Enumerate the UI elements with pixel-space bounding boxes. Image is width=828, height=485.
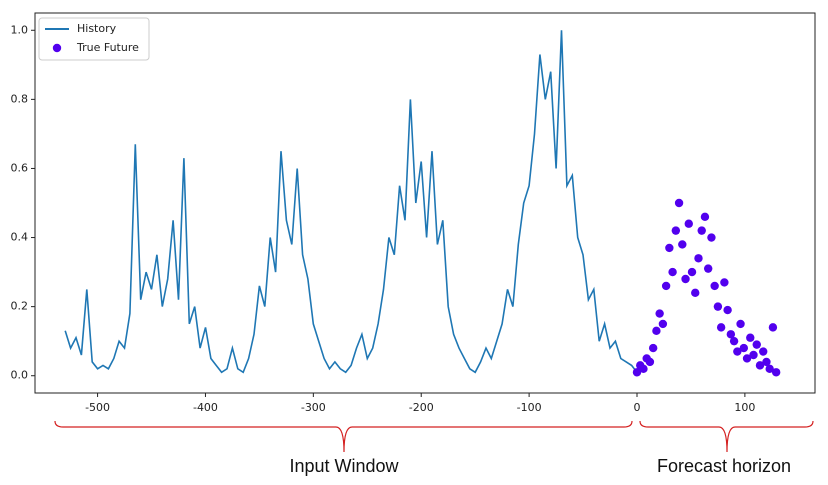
future-point bbox=[665, 243, 674, 253]
future-point bbox=[707, 233, 716, 242]
future-point bbox=[729, 336, 739, 346]
future-point bbox=[697, 226, 706, 235]
x-tick-label: -100 bbox=[517, 401, 542, 414]
future-point bbox=[655, 309, 664, 318]
future-point bbox=[674, 198, 684, 208]
future-point bbox=[639, 364, 648, 374]
future-point bbox=[713, 302, 723, 311]
x-tick-label: 100 bbox=[734, 401, 755, 414]
y-tick-label: 0.8 bbox=[11, 92, 29, 105]
future-point bbox=[716, 323, 726, 332]
future-point bbox=[652, 326, 661, 336]
y-tick-label: 1.0 bbox=[11, 23, 29, 36]
legend: History True Future bbox=[38, 17, 150, 61]
future-point bbox=[684, 219, 693, 228]
future-point bbox=[687, 267, 697, 277]
future-point bbox=[661, 281, 671, 291]
future-point bbox=[755, 361, 765, 370]
future-point bbox=[768, 323, 778, 332]
future-point bbox=[739, 343, 748, 353]
future-point bbox=[765, 364, 774, 374]
future-point bbox=[632, 368, 642, 377]
future-point bbox=[671, 226, 681, 235]
future-point bbox=[771, 368, 781, 377]
annotation: Forecast horizon bbox=[657, 456, 791, 476]
y-tick-label: 0.0 bbox=[11, 369, 29, 382]
future-point bbox=[726, 330, 736, 339]
future-point bbox=[694, 254, 703, 263]
future-point bbox=[658, 319, 668, 329]
x-tick-label: -500 bbox=[85, 401, 110, 414]
x-tick-label: 0 bbox=[633, 401, 640, 414]
future-point bbox=[723, 305, 732, 315]
future-point bbox=[678, 240, 687, 249]
future-point bbox=[668, 267, 677, 277]
future-point bbox=[742, 354, 752, 363]
x-tick-label: -300 bbox=[301, 401, 326, 414]
future-point bbox=[710, 281, 719, 291]
brace bbox=[639, 420, 814, 453]
future-point bbox=[681, 274, 690, 284]
annotation: Input Window bbox=[289, 456, 399, 476]
future-point bbox=[720, 278, 729, 287]
x-tick-label: -200 bbox=[409, 401, 434, 414]
future-point bbox=[749, 350, 758, 360]
future-point bbox=[746, 333, 755, 342]
legend-swatch bbox=[52, 43, 62, 53]
legend-label: True Future bbox=[76, 41, 139, 54]
future-point bbox=[648, 343, 658, 353]
future-point bbox=[736, 319, 745, 329]
history-line bbox=[64, 30, 638, 374]
brace bbox=[54, 420, 633, 453]
y-tick-label: 0.6 bbox=[11, 161, 29, 174]
future-point bbox=[733, 347, 742, 356]
future-point bbox=[759, 347, 768, 356]
future-point bbox=[691, 288, 700, 298]
y-tick-label: 0.4 bbox=[11, 231, 29, 244]
y-tick-label: 0.2 bbox=[11, 300, 29, 313]
future-point bbox=[700, 212, 710, 222]
legend-label: History bbox=[77, 22, 117, 35]
future-point bbox=[645, 357, 655, 367]
x-tick-label: -400 bbox=[193, 401, 218, 414]
plot-frame bbox=[34, 12, 816, 394]
future-point bbox=[703, 264, 713, 273]
future-point bbox=[762, 357, 771, 367]
future-point bbox=[752, 340, 761, 349]
